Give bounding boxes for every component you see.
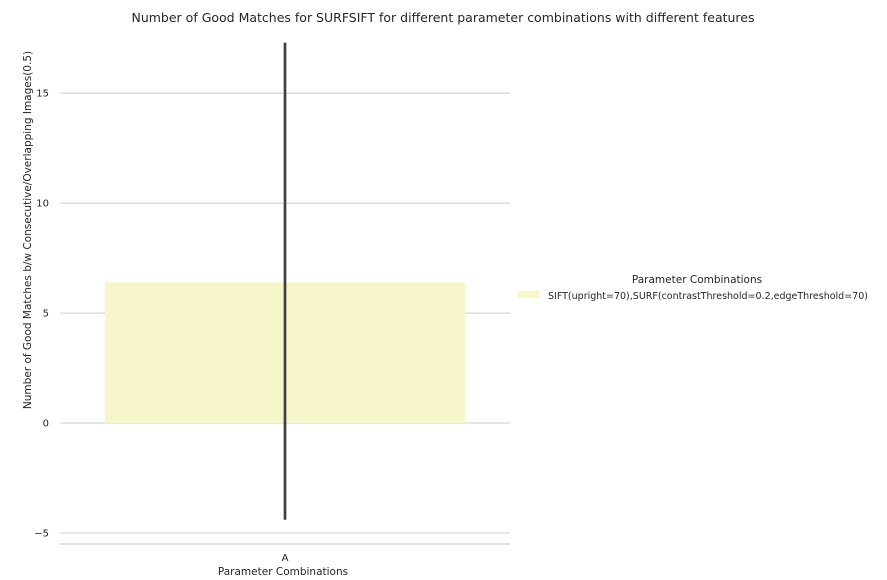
legend-swatch: [518, 291, 539, 298]
y-axis-label: Number of Good Matches b/w Consecutive/O…: [22, 51, 34, 409]
y-tick-label: 10: [36, 199, 49, 210]
legend: Parameter Combinations SIFT(upright=70),…: [518, 274, 868, 302]
legend-title: Parameter Combinations: [632, 274, 762, 286]
x-axis-label: Parameter Combinations: [218, 566, 348, 576]
y-tick-label: −5: [34, 529, 49, 540]
legend-entry-label: SIFT(upright=70),SURF(contrastThreshold=…: [548, 291, 868, 302]
y-tick-label: 5: [43, 309, 49, 320]
chart-title: Number of Good Matches for SURFSIFT for …: [131, 10, 754, 25]
axes: −5 0 5 10 15 A: [34, 89, 510, 564]
y-tick-label: 15: [36, 89, 49, 100]
x-tick-label: A: [282, 553, 289, 564]
y-tick-label: 0: [43, 419, 49, 430]
